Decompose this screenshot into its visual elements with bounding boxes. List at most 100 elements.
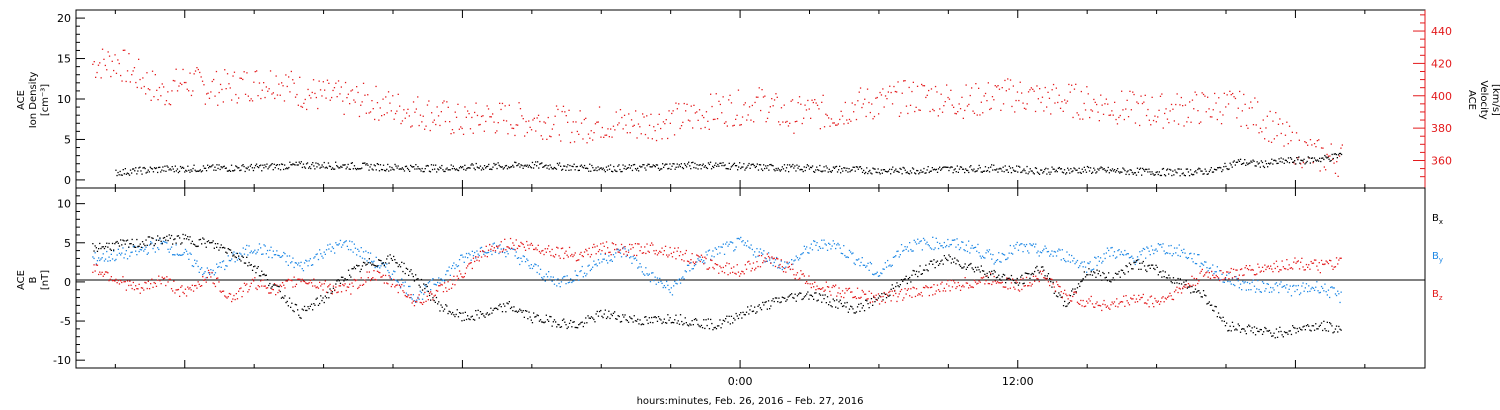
by-point (581, 265, 583, 268)
by-point (853, 262, 855, 264)
bz-point (113, 279, 115, 282)
velocity-point (337, 80, 340, 82)
bx-point (308, 308, 310, 310)
bx-point (175, 242, 177, 244)
by-point (586, 273, 588, 275)
by-point (494, 251, 497, 253)
velocity-point (124, 49, 126, 51)
bz-point (340, 291, 343, 293)
density-point (542, 166, 544, 168)
by-point (306, 260, 308, 262)
bz-point (196, 287, 198, 289)
density-point (233, 170, 235, 172)
velocity-point (121, 80, 123, 82)
by-point (1244, 281, 1246, 283)
by-point (291, 261, 293, 263)
by-point (324, 253, 326, 255)
bx-point (951, 258, 954, 260)
bz-point (413, 305, 416, 307)
velocity-point (518, 102, 520, 104)
by-point (347, 248, 350, 251)
density-point (1142, 167, 1144, 170)
bx-point (350, 276, 352, 278)
bx-point (819, 294, 822, 296)
by-point (577, 275, 579, 277)
density-point (1170, 169, 1172, 171)
velocity-point (796, 120, 798, 122)
velocity-point (194, 70, 197, 72)
bx-point (1178, 282, 1180, 285)
velocity-point (186, 88, 188, 90)
velocity-point (1098, 120, 1100, 122)
by-point (492, 243, 494, 245)
by-point (695, 263, 697, 266)
velocity-point (661, 138, 663, 140)
bz-point (567, 256, 569, 258)
bx-point (854, 312, 856, 314)
by-point (1120, 251, 1122, 253)
by-point (126, 258, 129, 260)
bz-point (126, 280, 129, 282)
bz-point (716, 264, 719, 266)
velocity-point (381, 115, 383, 117)
bx-point (1264, 326, 1266, 329)
velocity-point (339, 93, 341, 95)
density-point (1085, 171, 1088, 173)
bottom-panel-frame (75, 187, 1426, 369)
density-point (1318, 160, 1320, 162)
by-point (895, 255, 897, 257)
density-point (1001, 170, 1003, 172)
bz-point (176, 289, 178, 291)
bx-point (273, 284, 276, 286)
bz-point (269, 292, 271, 294)
velocity-point (701, 114, 703, 117)
by-point (720, 246, 722, 248)
density-point (191, 170, 193, 172)
bz-point (468, 263, 470, 265)
velocity-point (739, 124, 741, 126)
by-point (140, 249, 143, 251)
bx-point (544, 321, 546, 323)
velocity-point (1205, 111, 1207, 113)
density-point (426, 164, 428, 167)
by-point (602, 258, 604, 260)
bx-point (238, 255, 240, 257)
velocity-point (889, 85, 891, 87)
by-point (1292, 285, 1294, 287)
density-point (188, 169, 190, 171)
density-point (194, 169, 196, 171)
bx-point (324, 295, 326, 297)
by-point (631, 262, 633, 264)
bz-point (642, 252, 645, 254)
bx-point (137, 245, 139, 248)
bx-point (837, 307, 839, 309)
velocity-point (1066, 100, 1069, 102)
bz-point (264, 285, 266, 287)
velocity-point (1059, 107, 1062, 109)
bz-point (637, 243, 639, 245)
density-point (1190, 173, 1193, 175)
velocity-point (732, 125, 734, 127)
by-point (765, 258, 767, 260)
density-point (1101, 167, 1103, 169)
by-point (573, 279, 575, 282)
bx-point (615, 318, 617, 320)
velocity-point (1309, 139, 1312, 141)
bx-point (1163, 276, 1165, 278)
velocity-point (1154, 115, 1156, 117)
velocity-point (136, 86, 138, 89)
velocity-point (786, 120, 788, 123)
density-point (944, 166, 946, 168)
by-point (1172, 253, 1175, 255)
velocity-point (1057, 101, 1059, 104)
bz-point (263, 285, 265, 287)
bx-point (1155, 264, 1157, 266)
density-point (248, 169, 250, 171)
by-point (531, 267, 534, 270)
bx-point (586, 322, 588, 324)
by-point (1013, 245, 1015, 247)
density-point (397, 165, 399, 167)
bx-point (1327, 330, 1330, 332)
by-point (229, 260, 232, 262)
velocity-point (862, 103, 864, 105)
